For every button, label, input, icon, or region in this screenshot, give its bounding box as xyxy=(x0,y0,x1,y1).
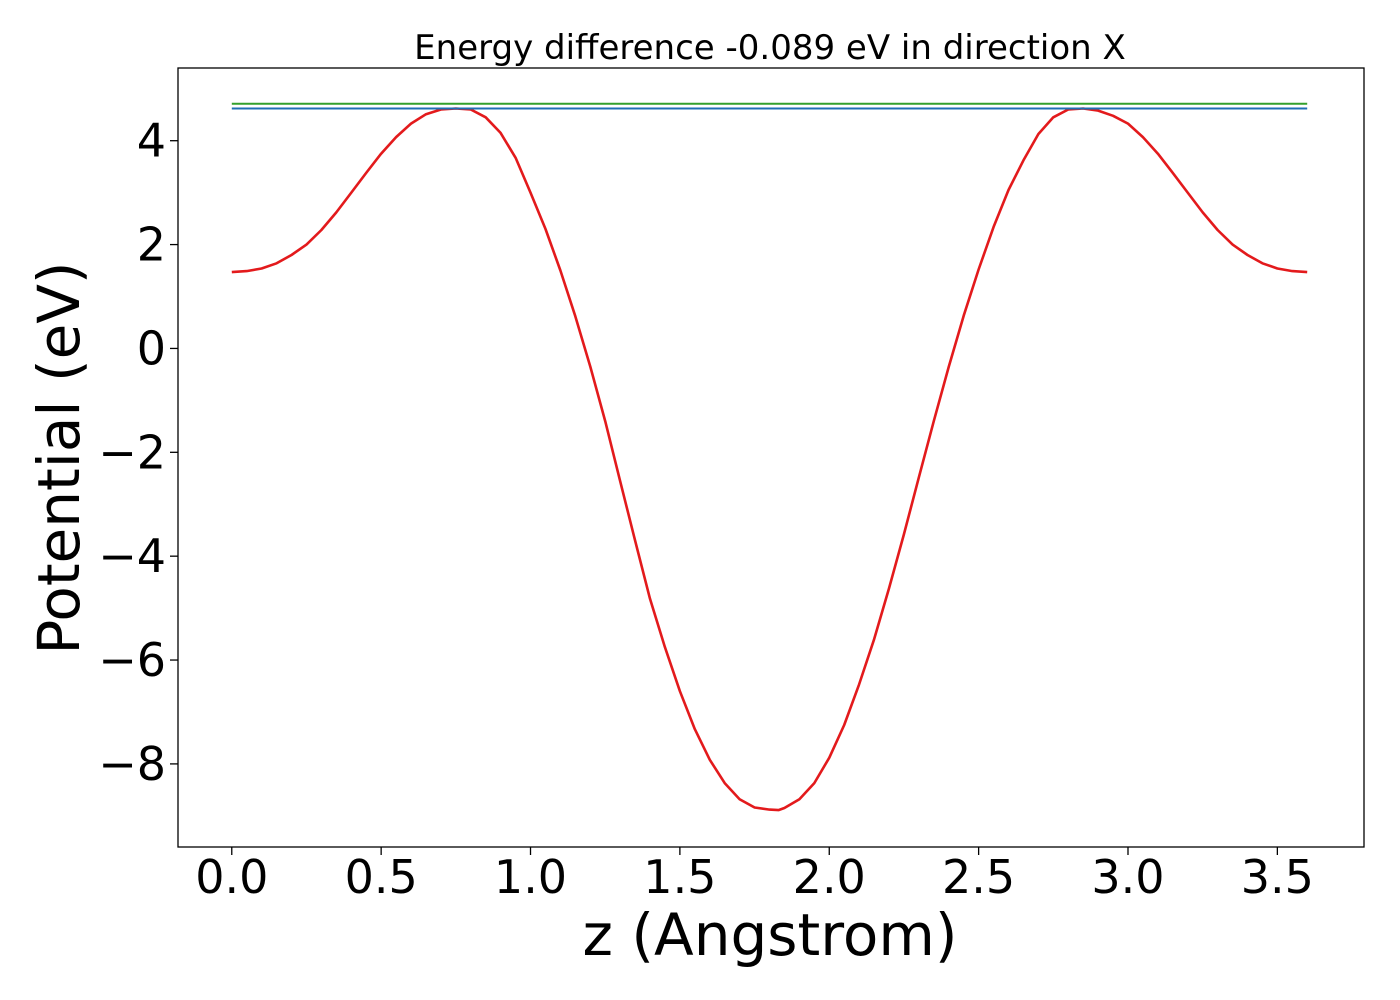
y-tick-label: 2 xyxy=(137,218,166,272)
x-tick-label: 3.0 xyxy=(1091,850,1164,904)
plot-area-frame xyxy=(177,67,1365,848)
x-tick-label: 2.0 xyxy=(793,850,866,904)
y-tick-label: −6 xyxy=(98,633,166,687)
chart-title: Energy difference -0.089 eV in direction… xyxy=(414,28,1126,68)
y-axis-label: Potential (eV) xyxy=(25,261,93,654)
series-layer xyxy=(231,102,1308,812)
x-axis: 0.0 0.5 1.0 1.5 2.0 2.5 3.0 3.5 xyxy=(195,847,1314,904)
y-tick-label: −2 xyxy=(98,425,166,479)
x-tick-label: 1.0 xyxy=(494,850,567,904)
x-tick-label: 0.5 xyxy=(345,850,418,904)
x-tick-label: 0.0 xyxy=(195,850,268,904)
y-axis: 4 2 0 −2 −4 −6 −8 xyxy=(98,114,178,791)
y-tick-label: −4 xyxy=(98,529,166,583)
x-axis-label: z (Angstrom) xyxy=(583,901,958,969)
y-tick-label: 0 xyxy=(137,321,166,375)
y-tick-label: 4 xyxy=(137,114,166,168)
x-tick-label: 1.5 xyxy=(643,850,716,904)
x-tick-label: 2.5 xyxy=(942,850,1015,904)
series-line-1 xyxy=(231,107,1308,812)
x-tick-label: 3.5 xyxy=(1241,850,1314,904)
y-tick-label: −8 xyxy=(98,737,166,791)
